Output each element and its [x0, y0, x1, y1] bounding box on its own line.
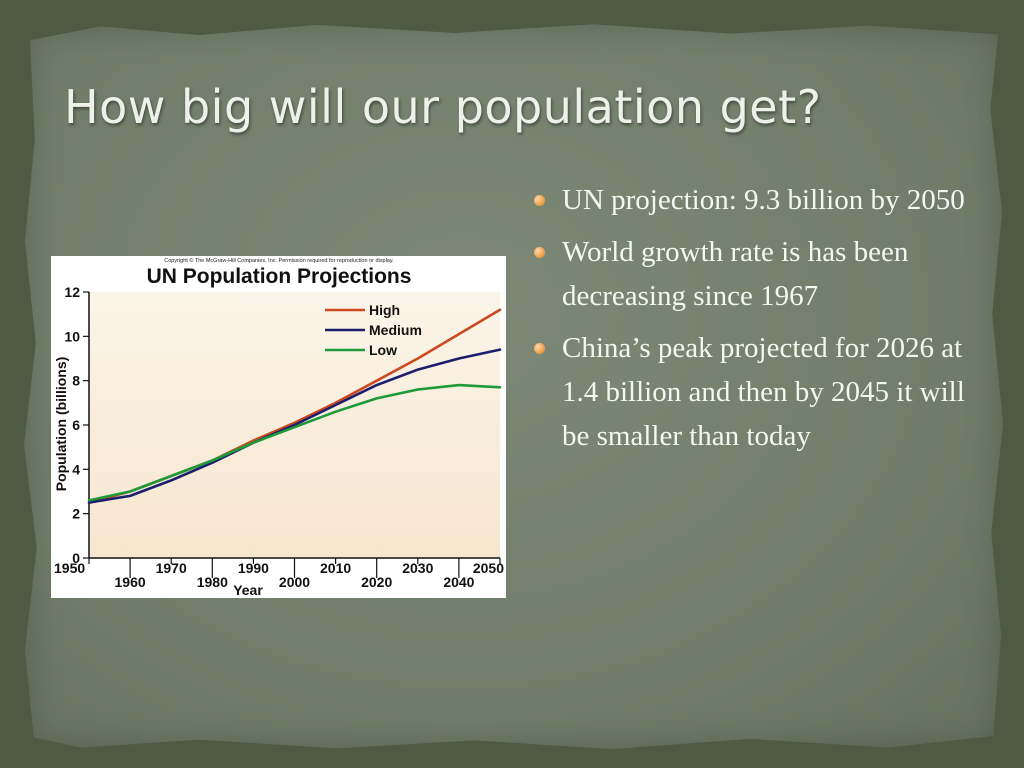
x-tick-label: 1950 — [54, 560, 85, 576]
x-tick-label: 2040 — [443, 574, 474, 590]
bullet-dot-icon — [534, 343, 545, 354]
x-tick-label: 1980 — [197, 574, 228, 590]
y-tick-label: 10 — [64, 328, 80, 344]
x-tick-label: 2000 — [279, 574, 310, 590]
bullet-text: World growth rate is has been decreasing… — [562, 236, 909, 312]
bullet-dot-icon — [534, 195, 545, 206]
bullet-item: China’s peak projected for 2026 at 1.4 b… — [532, 326, 972, 458]
chart-title: UN Population Projections — [147, 265, 412, 288]
x-tick-label: 2030 — [402, 560, 433, 576]
legend-label-high: High — [369, 302, 400, 318]
bullet-text: China’s peak projected for 2026 at 1.4 b… — [562, 332, 965, 452]
series-line-low — [87, 383, 502, 502]
legend-label-medium: Medium — [369, 322, 422, 338]
population-chart: Copyright © The McGraw-Hill Companies, I… — [51, 256, 506, 598]
x-tick-label: 2020 — [361, 574, 392, 590]
x-tick-label: 1960 — [115, 574, 146, 590]
series-line-medium — [87, 348, 502, 504]
y-tick-label: 6 — [72, 417, 80, 433]
y-tick-label: 0 — [72, 550, 80, 566]
bullet-list: UN projection: 9.3 billion by 2050 World… — [532, 178, 972, 466]
y-axis-label: Population (billions) — [53, 357, 69, 492]
bullet-dot-icon — [534, 247, 545, 258]
y-tick-label: 4 — [72, 461, 80, 477]
y-tick-label: 2 — [72, 506, 80, 522]
slide-title: How big will our population get? — [64, 80, 822, 134]
bullet-text: UN projection: 9.3 billion by 2050 — [562, 184, 965, 216]
x-tick-label: 1990 — [238, 560, 269, 576]
y-tick-label: 8 — [72, 373, 80, 389]
x-tick-label: 2010 — [320, 560, 351, 576]
chart-copyright: Copyright © The McGraw-Hill Companies, I… — [164, 257, 394, 264]
x-axis-label: Year — [233, 582, 263, 598]
chart-svg: Copyright © The McGraw-Hill Companies, I… — [53, 257, 504, 598]
bullet-item: World growth rate is has been decreasing… — [532, 230, 972, 318]
y-tick-label: 12 — [64, 284, 80, 300]
bullet-item: UN projection: 9.3 billion by 2050 — [532, 178, 972, 222]
x-tick-label: 2050 — [473, 560, 504, 576]
legend-label-low: Low — [369, 342, 397, 358]
x-tick-label: 1970 — [156, 560, 187, 576]
